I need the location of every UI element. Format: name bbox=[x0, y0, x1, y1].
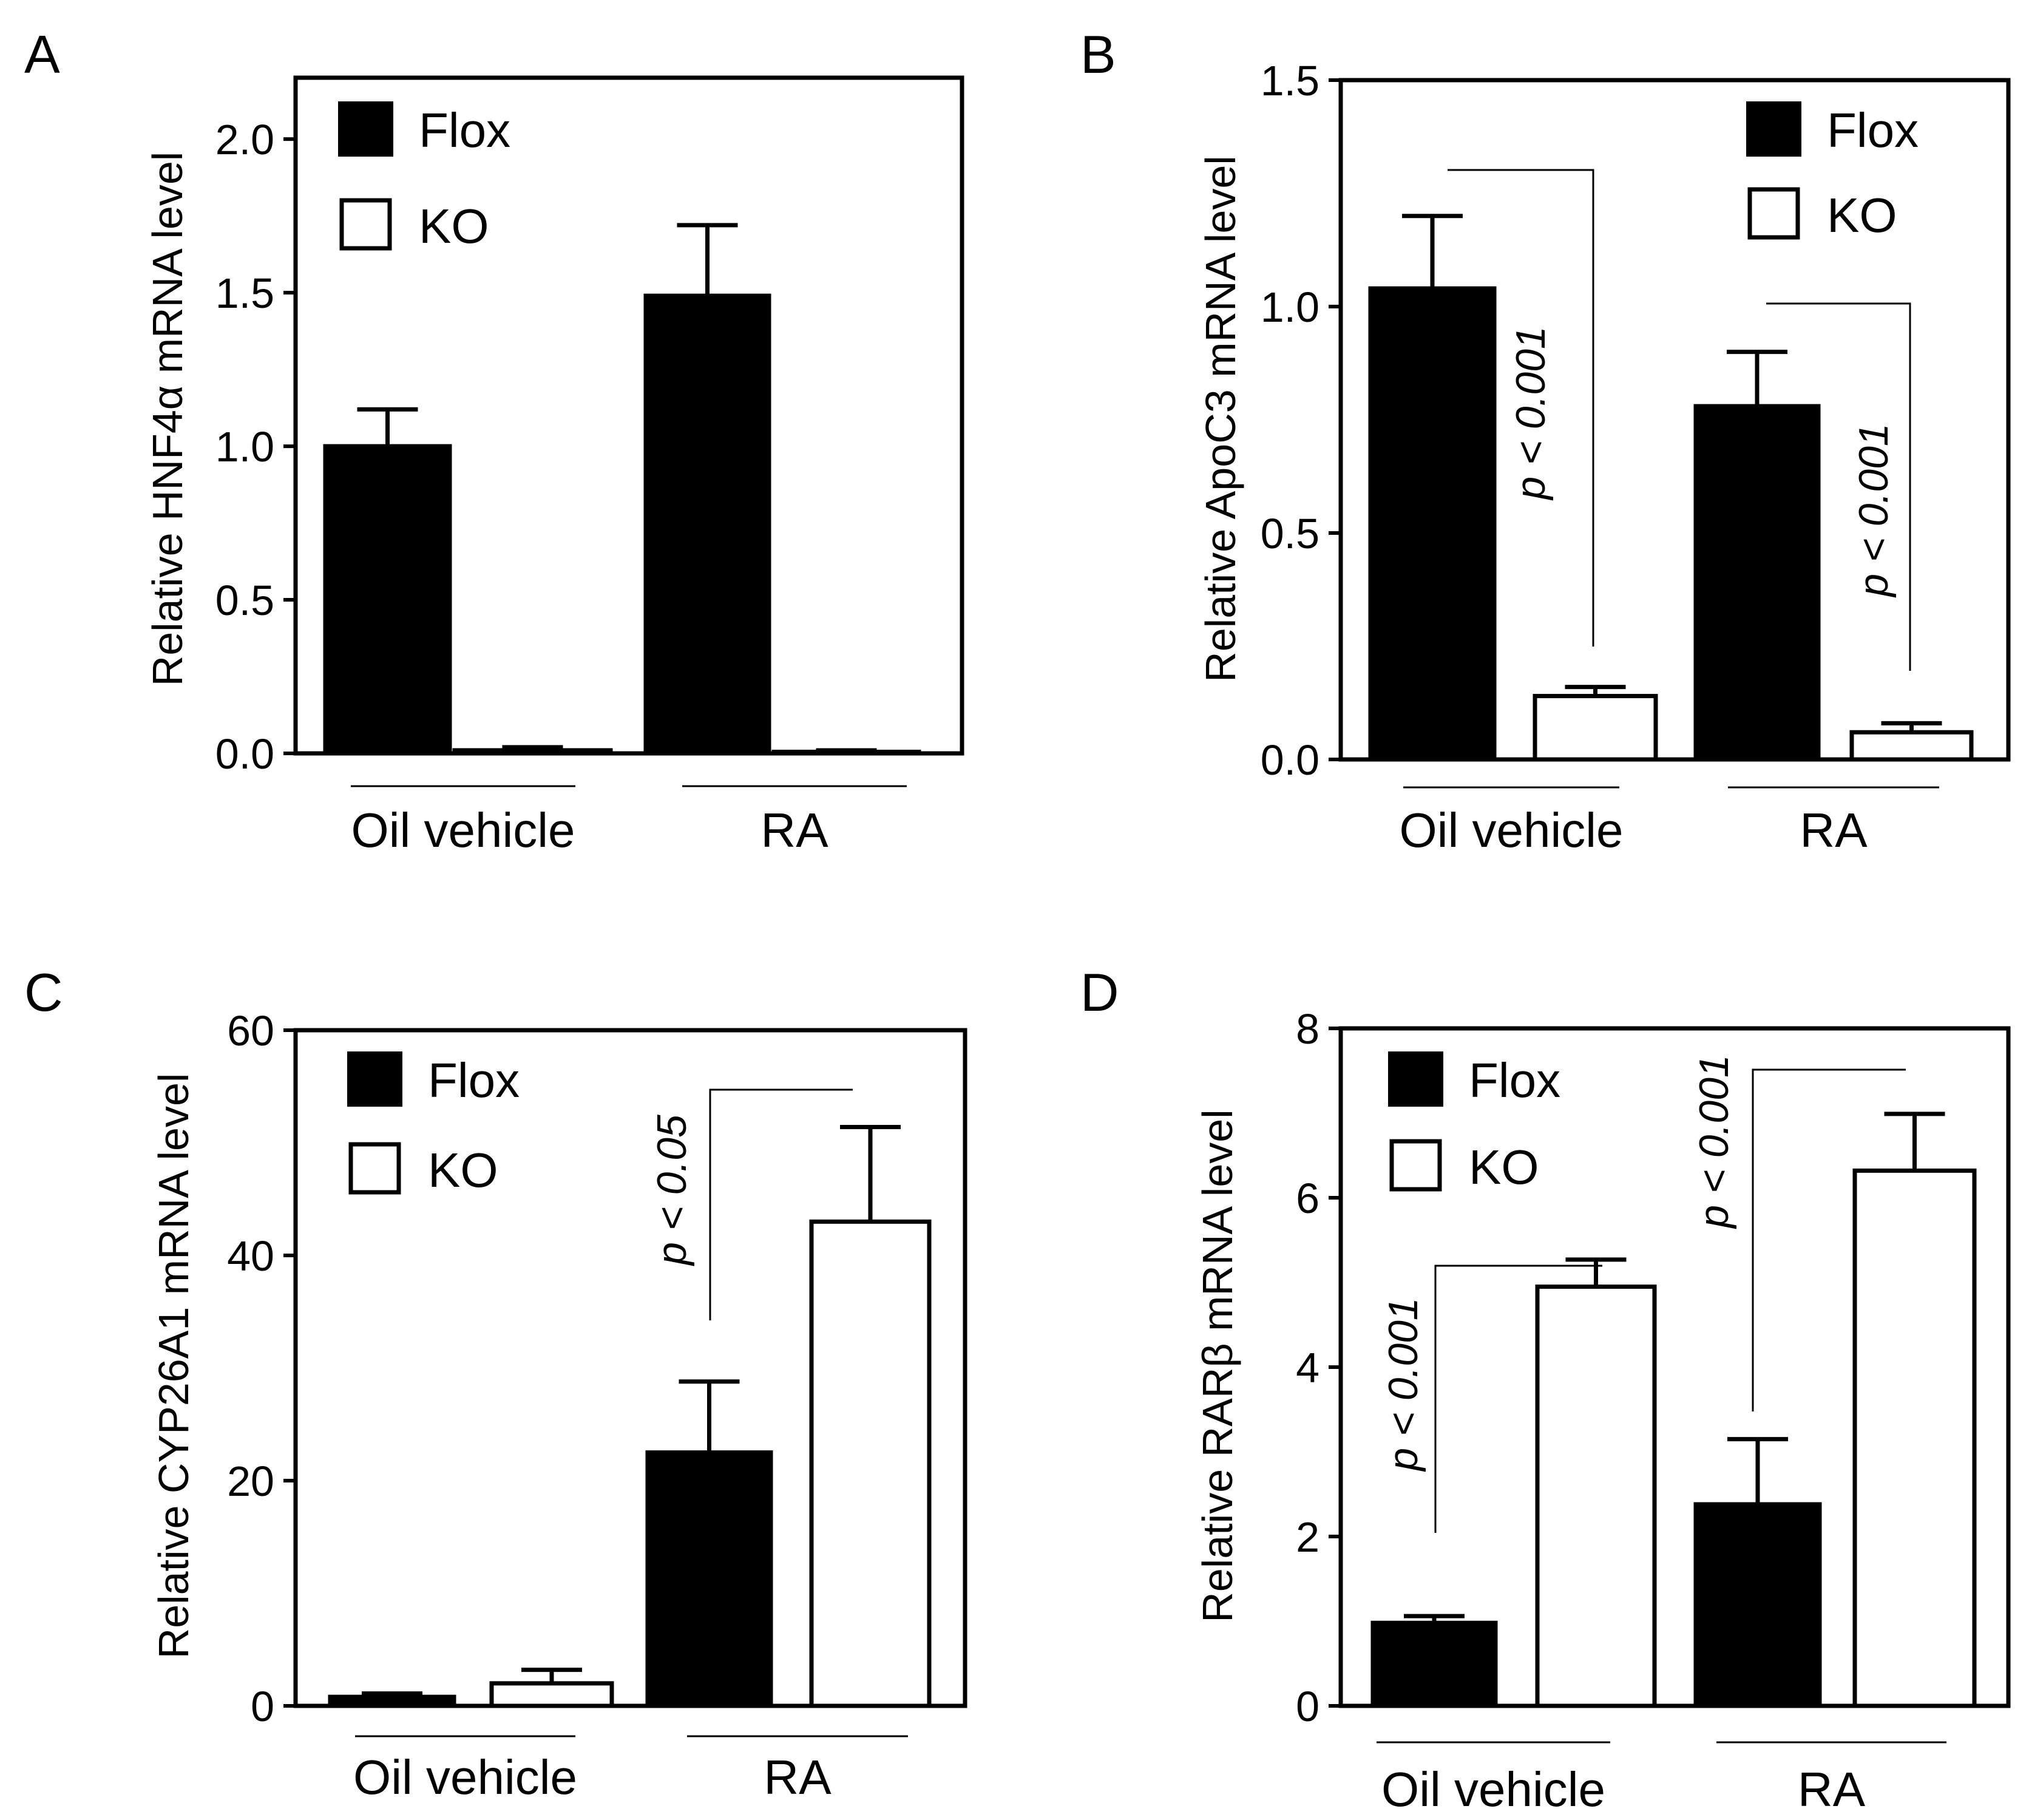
significance-bracket bbox=[1752, 1068, 1906, 1411]
y-tick-label: 0.5 bbox=[1261, 510, 1319, 557]
y-axis-label: Relative RARβ mRNA level bbox=[1194, 1109, 1241, 1623]
bar-flox-ra bbox=[1693, 1502, 1822, 1708]
group-label-ra: RA bbox=[760, 803, 828, 857]
bar-flox-ra bbox=[645, 1450, 773, 1708]
y-tick-label: 1.0 bbox=[215, 423, 274, 470]
y-tick-label: 4 bbox=[1296, 1344, 1319, 1391]
p-value-annotation: p < 0.001 bbox=[1691, 1054, 1737, 1229]
y-tick-label: 0.5 bbox=[215, 577, 274, 624]
y-tick-label: 1.5 bbox=[215, 270, 274, 317]
y-tick-label: 2 bbox=[1296, 1513, 1319, 1561]
bar-ko-oil-vehicle bbox=[489, 1681, 614, 1708]
group-label-oil-vehicle: Oil vehicle bbox=[1381, 1762, 1605, 1816]
bar-ko-ra bbox=[1852, 1168, 1977, 1708]
group-label-oil-vehicle: Oil vehicle bbox=[1399, 803, 1623, 857]
p-value-annotation: p < 0.05 bbox=[649, 1115, 695, 1266]
y-tick-label: 0 bbox=[1296, 1683, 1319, 1730]
p-value-annotation: p < 0.001 bbox=[1508, 326, 1554, 500]
bar-ko-oil-vehicle bbox=[1533, 694, 1658, 762]
bar-ko-ra bbox=[771, 749, 921, 756]
y-axis-label: Relative CYP26A1 mRNA level bbox=[150, 1073, 197, 1659]
plot-frame bbox=[293, 75, 964, 756]
bar-ko-oil-vehicle bbox=[452, 748, 613, 756]
legend-label-flox: Flox bbox=[1469, 1053, 1560, 1107]
y-tick-label: 2.0 bbox=[215, 116, 274, 163]
legend-label-ko: KO bbox=[428, 1143, 498, 1197]
plot-frame bbox=[1338, 78, 2011, 762]
significance-bracket bbox=[1434, 1265, 1602, 1533]
significance-bracket bbox=[709, 1088, 853, 1320]
panel-letter: D bbox=[1080, 962, 1119, 1022]
legend-label-ko: KO bbox=[1827, 188, 1897, 242]
legend-label-flox: Flox bbox=[428, 1053, 520, 1107]
significance-bracket bbox=[1448, 169, 1594, 647]
y-tick-label: 0.0 bbox=[1261, 736, 1319, 784]
bar-flox-oil-vehicle bbox=[1368, 286, 1497, 762]
legend-label-ko: KO bbox=[1469, 1140, 1539, 1194]
legend-swatch-ko bbox=[1389, 1139, 1442, 1192]
legend-swatch-flox bbox=[1746, 101, 1801, 157]
y-tick-label: 0.0 bbox=[215, 730, 274, 778]
panel-a: A 0.0 0.5 1.0 1.5 2.0 Relative HNF4α mRNA leve… bbox=[24, 24, 964, 857]
legend-label-flox: Flox bbox=[1827, 103, 1919, 157]
bar-flox-ra bbox=[643, 293, 771, 756]
legend-label-ko: KO bbox=[419, 199, 489, 253]
y-tick-label: 40 bbox=[227, 1232, 274, 1280]
y-axis-label: Relative HNF4α mRNA level bbox=[144, 152, 191, 687]
plot-frame bbox=[293, 1028, 967, 1708]
panel-d: D 0 2 4 6 8 Relative RARβ mRNA level Oil vehicl… bbox=[1080, 962, 2011, 1816]
y-tick-label: 1.0 bbox=[1261, 284, 1319, 331]
panel-c: C 0 20 40 60 Relative CYP26A1 mRNA level Oil v… bbox=[24, 962, 967, 1804]
y-tick-label: 20 bbox=[227, 1458, 274, 1505]
legend-swatch-flox bbox=[347, 1051, 402, 1107]
bar-flox-oil-vehicle bbox=[328, 1694, 456, 1708]
bar-ko-ra bbox=[1849, 730, 1974, 762]
panel-letter: A bbox=[24, 24, 60, 84]
y-tick-label: 1.5 bbox=[1261, 57, 1319, 104]
bar-flox-oil-vehicle bbox=[1370, 1620, 1498, 1708]
group-label-ra: RA bbox=[764, 1750, 832, 1804]
y-tick-label: 60 bbox=[227, 1007, 274, 1054]
group-label-ra: RA bbox=[1800, 803, 1868, 857]
legend-swatch-flox bbox=[1388, 1051, 1443, 1107]
legend-swatch-ko bbox=[339, 198, 392, 251]
group-label-oil-vehicle: Oil vehicle bbox=[353, 1750, 577, 1804]
legend-swatch-ko bbox=[1747, 187, 1800, 240]
legend-label-flox: Flox bbox=[419, 103, 510, 157]
y-axis-label: Relative ApoC3 mRNA level bbox=[1197, 155, 1244, 682]
y-tick-label: 0 bbox=[251, 1683, 274, 1730]
y-tick-label: 8 bbox=[1296, 1005, 1319, 1053]
bar-ko-ra bbox=[809, 1219, 932, 1708]
panel-letter: C bbox=[24, 962, 63, 1022]
bar-flox-oil-vehicle bbox=[323, 444, 452, 756]
legend-swatch-ko bbox=[348, 1142, 401, 1195]
bar-flox-ra bbox=[1693, 404, 1821, 762]
y-tick-label: 6 bbox=[1296, 1175, 1319, 1222]
group-label-ra: RA bbox=[1798, 1762, 1866, 1816]
p-value-annotation: p < 0.001 bbox=[1380, 1297, 1426, 1472]
legend-swatch-flox bbox=[338, 101, 393, 157]
group-label-oil-vehicle: Oil vehicle bbox=[351, 803, 575, 857]
p-value-annotation: p < 0.001 bbox=[1851, 423, 1897, 597]
panel-b: B 0.0 0.5 1.0 1.5 Relative ApoC3 mRNA level Oi… bbox=[1080, 24, 2011, 857]
bar-ko-oil-vehicle bbox=[1535, 1284, 1657, 1708]
significance-bracket bbox=[1766, 302, 1911, 671]
panel-letter: B bbox=[1080, 24, 1116, 84]
